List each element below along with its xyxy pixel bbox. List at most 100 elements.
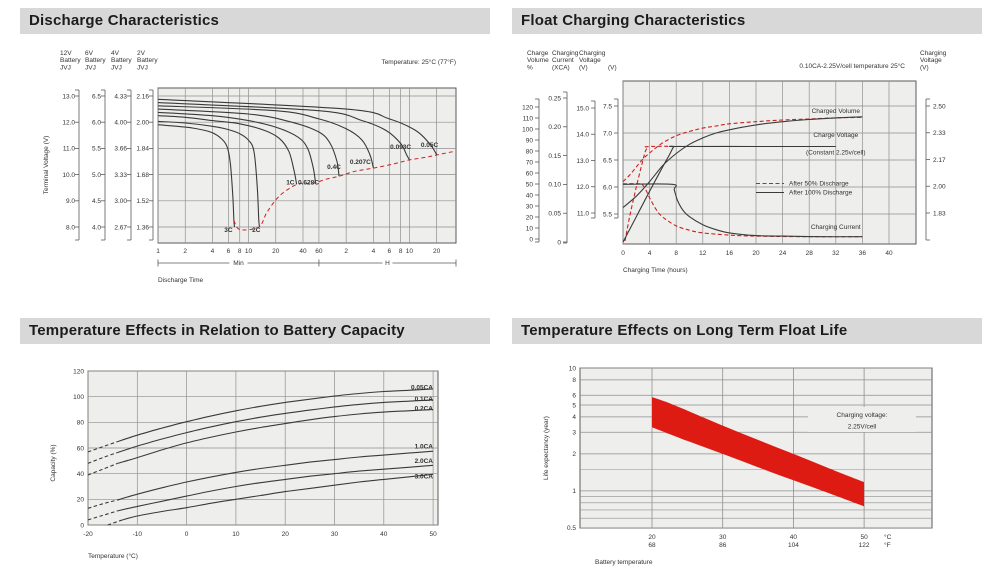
svg-text:60: 60: [315, 248, 323, 255]
svg-text:7.0: 7.0: [603, 130, 612, 137]
svg-text:°C: °C: [884, 533, 892, 541]
svg-text:36: 36: [859, 250, 867, 257]
svg-text:100: 100: [73, 394, 84, 401]
svg-text:Terminal Voltage (V): Terminal Voltage (V): [43, 136, 50, 195]
svg-text:0: 0: [80, 522, 84, 529]
svg-text:40: 40: [299, 248, 307, 255]
svg-text:28: 28: [806, 250, 814, 257]
svg-text:Charge Voltage: Charge Voltage: [813, 132, 858, 139]
svg-text:120: 120: [73, 368, 84, 375]
svg-text:(XCA): (XCA): [552, 64, 570, 71]
svg-text:3: 3: [572, 430, 576, 437]
svg-text:Min: Min: [233, 260, 244, 267]
svg-text:40: 40: [885, 250, 893, 257]
svg-text:10: 10: [406, 248, 414, 255]
svg-text:Charge: Charge: [527, 50, 549, 57]
svg-text:8: 8: [238, 248, 242, 255]
svg-text:6: 6: [227, 248, 231, 255]
svg-text:2.25V/cell: 2.25V/cell: [848, 424, 877, 431]
svg-text:0.093C: 0.093C: [390, 144, 411, 151]
section-title-temp-capacity: Temperature Effects in Relation to Batte…: [29, 322, 405, 339]
svg-text:2: 2: [344, 248, 348, 255]
svg-text:1: 1: [156, 248, 160, 255]
section-title-float-life: Temperature Effects on Long Term Float L…: [521, 322, 848, 339]
svg-text:Charging: Charging: [920, 50, 947, 57]
svg-text:10: 10: [245, 248, 253, 255]
svg-text:3.66: 3.66: [114, 146, 127, 153]
svg-text:5.0: 5.0: [92, 172, 101, 179]
svg-text:30: 30: [526, 203, 534, 210]
svg-text:104: 104: [788, 542, 799, 549]
svg-text:1: 1: [572, 488, 576, 495]
svg-text:6.5: 6.5: [92, 93, 101, 100]
svg-text:Charging: Charging: [552, 50, 579, 57]
svg-text:4.5: 4.5: [92, 198, 101, 205]
svg-text:11.0: 11.0: [577, 210, 590, 217]
svg-text:0.05CA: 0.05CA: [411, 384, 433, 391]
svg-text:30: 30: [719, 534, 727, 541]
svg-text:3.00: 3.00: [114, 198, 127, 205]
svg-text:10: 10: [232, 531, 240, 538]
svg-text:11.0: 11.0: [63, 146, 76, 153]
svg-text:Discharge Time: Discharge Time: [158, 277, 204, 284]
svg-text:0.2CA: 0.2CA: [415, 406, 434, 413]
svg-text:Charged Volume: Charged Volume: [812, 108, 861, 115]
svg-text:0.4C: 0.4C: [327, 164, 341, 171]
svg-text:6V: 6V: [85, 50, 94, 57]
svg-text:Battery: Battery: [60, 57, 81, 64]
svg-text:13.0: 13.0: [62, 93, 75, 100]
svg-text:2V: 2V: [137, 50, 146, 57]
svg-text:°F: °F: [884, 541, 891, 549]
svg-text:60: 60: [526, 170, 534, 177]
svg-text:2C: 2C: [252, 227, 261, 234]
svg-text:4.00: 4.00: [114, 120, 127, 127]
svg-text:2.16: 2.16: [136, 93, 149, 100]
svg-text:4: 4: [211, 248, 215, 255]
svg-text:1C: 1C: [286, 179, 295, 186]
svg-text:5.5: 5.5: [603, 211, 612, 218]
svg-text:0: 0: [185, 531, 189, 538]
svg-text:Voltage: Voltage: [579, 57, 601, 64]
svg-text:0.1CA: 0.1CA: [415, 396, 434, 403]
voltage-scales: 12VBatteryJVJ13.012.011.010.09.08.06VBat…: [60, 50, 158, 241]
svg-text:Charging Current: Charging Current: [811, 224, 861, 231]
svg-text:-20: -20: [83, 531, 93, 538]
svg-text:80: 80: [526, 148, 534, 155]
svg-text:JVJ: JVJ: [60, 64, 71, 71]
svg-text:0: 0: [621, 250, 625, 257]
svg-text:12: 12: [699, 250, 707, 257]
svg-text:60: 60: [77, 445, 85, 452]
svg-text:40: 40: [790, 534, 798, 541]
section-title-discharge: Discharge Characteristics: [29, 12, 220, 29]
svg-text:Charging voltage:: Charging voltage:: [837, 412, 888, 419]
x-axis: -20 -10 0 10 20 30 40 50 0 20 40 60 80 100 120 Temperat…: [73, 368, 437, 560]
svg-text:20: 20: [648, 534, 656, 541]
svg-text:30: 30: [331, 531, 339, 538]
svg-text:5.5: 5.5: [92, 146, 101, 153]
svg-text:10: 10: [526, 225, 534, 232]
svg-text:4: 4: [372, 248, 376, 255]
svg-text:(V): (V): [920, 64, 929, 71]
x-axis: 0 4 8 12 16 20 24 28 32 36 40 Charging Time (hours): [621, 250, 893, 274]
svg-text:20: 20: [272, 248, 280, 255]
capacity-plot: 0.05CA 0.1CA 0.2CA 1.0CA 2.0CA 3.0CA -20 -10 0 10…: [50, 368, 439, 560]
svg-text:1.68: 1.68: [136, 172, 149, 179]
svg-text:120: 120: [522, 104, 533, 111]
charging-curves: Charged Volume Charge Voltage (Constant 2.…: [622, 108, 866, 243]
svg-text:6: 6: [388, 248, 392, 255]
svg-text:12V: 12V: [60, 50, 72, 57]
svg-text:50: 50: [429, 531, 437, 538]
svg-text:4: 4: [572, 414, 576, 421]
svg-text:6.5: 6.5: [603, 157, 612, 164]
svg-text:Volume: Volume: [527, 57, 549, 64]
svg-text:Temperature: 25°C (77°F): Temperature: 25°C (77°F): [381, 58, 456, 66]
svg-text:0.207C: 0.207C: [350, 159, 371, 166]
gridlines: [622, 81, 916, 244]
svg-text:8: 8: [572, 377, 576, 384]
section-header-float-charging: Float Charging Characteristics: [512, 8, 982, 34]
svg-text:40: 40: [380, 531, 388, 538]
svg-text:4.33: 4.33: [114, 93, 127, 100]
svg-text:After 100% Discharge: After 100% Discharge: [789, 190, 853, 197]
